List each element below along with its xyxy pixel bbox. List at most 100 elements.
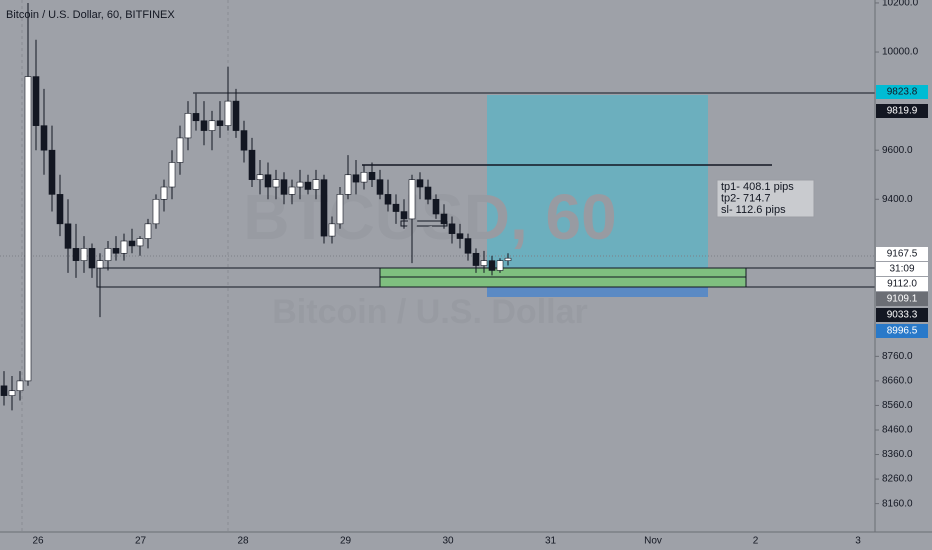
candle-body <box>16 380 24 392</box>
x-tick-label: Nov <box>644 536 662 547</box>
price-label-bg <box>876 247 928 261</box>
price-label: 8996.5 <box>887 326 918 337</box>
y-tick-label: 8360.0 <box>882 449 913 460</box>
annotation: tp1- 408.1 pips <box>721 181 794 193</box>
price-label: 9033.3 <box>887 310 918 321</box>
candle-body <box>64 223 72 249</box>
candle-body <box>240 130 248 151</box>
candle-body <box>304 181 312 190</box>
candle-body <box>8 390 16 396</box>
candle-body <box>192 113 200 122</box>
price-label: 9819.9 <box>887 106 918 117</box>
candle-body <box>224 100 232 126</box>
candle-body <box>312 179 320 190</box>
candle-body <box>336 194 344 225</box>
candle-body <box>264 174 272 188</box>
price-label-bg <box>876 104 928 118</box>
candle-body <box>48 149 56 195</box>
candle-body <box>480 260 488 266</box>
watermark: Bitcoin / U.S. Dollar <box>272 293 587 331</box>
candle-body <box>152 198 160 225</box>
candle-body <box>392 203 400 212</box>
x-tick-label: 29 <box>340 536 352 547</box>
candle-body <box>488 260 496 271</box>
candle-body <box>296 181 304 188</box>
candle-body <box>136 238 144 247</box>
candle-body <box>168 162 176 188</box>
price-label: 9109.1 <box>887 294 918 305</box>
candle-body <box>128 240 136 247</box>
price-label-bg <box>876 277 928 291</box>
candle-body <box>104 248 112 261</box>
candle-body <box>40 125 48 151</box>
price-label-bg <box>876 85 928 99</box>
x-tick-label: 30 <box>442 536 454 547</box>
price-label-bg <box>876 292 928 306</box>
annotation: sl- 112.6 pips <box>721 204 786 216</box>
price-label-bg <box>876 308 928 322</box>
candle-body <box>408 179 416 220</box>
y-tick-label: 9400.0 <box>882 194 913 205</box>
candle-body <box>96 260 104 269</box>
candle-body <box>400 211 408 220</box>
annotation: tp2- 714.7 <box>721 192 771 204</box>
candle-body <box>184 113 192 139</box>
candle-body <box>176 137 184 163</box>
candle-body <box>344 174 352 195</box>
y-tick-label: 8560.0 <box>882 400 913 411</box>
candle-body <box>328 223 336 237</box>
candle-body <box>352 174 360 183</box>
annotation-box <box>716 179 815 218</box>
y-tick-label: 9600.0 <box>882 145 913 156</box>
x-tick-label: 27 <box>135 536 147 547</box>
candle-body <box>88 248 96 269</box>
candle-body <box>432 198 440 215</box>
candle-body <box>80 248 88 261</box>
candle-body <box>72 248 80 261</box>
y-tick-label: 8260.0 <box>882 474 913 485</box>
y-tick-label: 10200.0 <box>882 0 919 9</box>
x-tick-label: 28 <box>237 536 249 547</box>
y-tick-label: 8160.0 <box>882 498 913 509</box>
candle-body <box>360 171 368 183</box>
candle-body <box>280 179 288 195</box>
candle-body <box>504 257 512 261</box>
price-label: 9823.8 <box>887 87 918 98</box>
price-label-bg <box>876 324 928 338</box>
candle-body <box>216 120 224 126</box>
candle-body <box>424 186 432 200</box>
candle-body <box>384 194 392 205</box>
y-tick-label: 8460.0 <box>882 425 913 436</box>
chart-title: Bitcoin / U.S. Dollar, 60, BITFINEX <box>6 9 175 21</box>
price-label: 9167.5 <box>887 249 918 260</box>
candle-body <box>440 213 448 225</box>
candle-body <box>208 120 216 131</box>
candle-body <box>120 240 128 254</box>
candle-body <box>200 120 208 131</box>
candle-body <box>496 260 504 271</box>
x-tick-label: 3 <box>855 536 861 547</box>
candle-body <box>0 385 8 396</box>
candle-body <box>32 76 40 126</box>
x-tick-label: 31 <box>545 536 557 547</box>
candle-body <box>472 252 480 266</box>
y-tick-label: 8660.0 <box>882 376 913 387</box>
y-tick-label: 10000.0 <box>882 47 919 58</box>
candle-body <box>248 149 256 180</box>
candle-body <box>368 171 376 180</box>
x-tick-label: 2 <box>753 536 759 547</box>
candle-body <box>448 223 456 234</box>
candle-body <box>288 186 296 195</box>
candle-body <box>24 76 32 382</box>
candle-body <box>256 174 264 180</box>
price-label: 9112.0 <box>887 279 917 290</box>
candle-body <box>56 194 64 225</box>
countdown: 31:09 <box>889 264 914 275</box>
target-zone <box>487 95 708 268</box>
y-tick-label: 8760.0 <box>882 351 913 362</box>
x-tick-label: 26 <box>32 536 44 547</box>
candle-body <box>232 100 240 131</box>
candle-body <box>376 179 384 195</box>
